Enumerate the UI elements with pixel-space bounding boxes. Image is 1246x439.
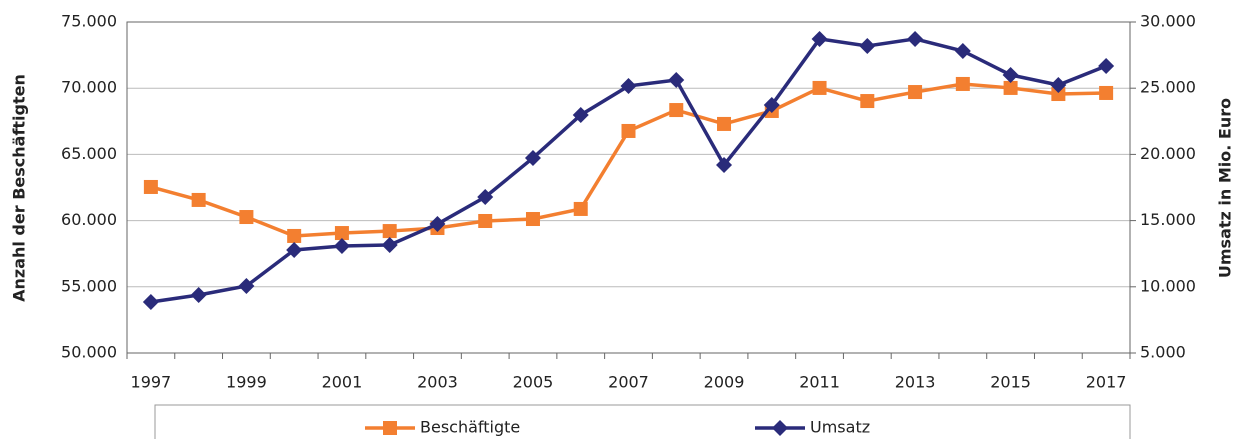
- y-tick-label: 70.000: [61, 78, 117, 97]
- data-point: [668, 71, 685, 88]
- y-axis-label: Anzahl der Beschäftigten: [10, 74, 29, 302]
- x-tick-label: 2001: [322, 373, 363, 392]
- data-point: [1098, 57, 1115, 74]
- data-point: [334, 226, 349, 241]
- y2-tick-label: 30.000: [1140, 12, 1196, 31]
- data-point: [955, 76, 970, 91]
- y-tick-label: 75.000: [61, 12, 117, 31]
- data-point: [908, 85, 923, 100]
- data-point: [525, 212, 540, 227]
- data-point: [1003, 80, 1018, 95]
- y-tick-label: 60.000: [61, 210, 117, 229]
- y2-tick-label: 10.000: [1140, 276, 1196, 295]
- legend-box: [154, 404, 1131, 439]
- series-line: [150, 82, 1107, 238]
- data-point: [239, 210, 254, 225]
- x-tick-label: 2003: [417, 373, 458, 392]
- data-point: [1002, 66, 1019, 83]
- y-tick-label: 65.000: [61, 144, 117, 163]
- data-point: [238, 278, 255, 295]
- data-point: [1051, 87, 1066, 102]
- data-point: [287, 228, 302, 243]
- data-point: [812, 80, 827, 95]
- y2-tick-label: 5.000: [1140, 343, 1186, 362]
- x-tick-label: 2009: [704, 373, 745, 392]
- data-point: [286, 241, 303, 258]
- data-point: [573, 201, 588, 216]
- data-point: [524, 149, 541, 166]
- data-point: [333, 238, 350, 255]
- data-point: [669, 103, 684, 118]
- y2-tick-label: 20.000: [1140, 144, 1196, 163]
- x-tick-label: 1999: [226, 373, 267, 392]
- legend-marker: [383, 421, 397, 435]
- data-point: [907, 30, 924, 47]
- data-point: [191, 192, 206, 207]
- legend-marker: [772, 420, 788, 436]
- data-point: [478, 213, 493, 228]
- data-point: [717, 116, 732, 131]
- plot-frame: [126, 21, 1131, 354]
- data-point: [190, 287, 207, 304]
- data-point: [477, 189, 494, 206]
- x-tick-label: 2007: [608, 373, 649, 392]
- data-point: [621, 123, 636, 138]
- legend-label: Beschäftigte: [420, 418, 520, 437]
- y-tick-label: 50.000: [61, 343, 117, 362]
- x-tick-label: 2013: [895, 373, 936, 392]
- x-tick-label: 2005: [513, 373, 554, 392]
- x-tick-label: 2011: [799, 373, 840, 392]
- data-point: [620, 77, 637, 94]
- data-point: [1099, 85, 1114, 100]
- data-point: [954, 42, 971, 59]
- x-tick-label: 2015: [990, 373, 1031, 392]
- y-tick-label: 55.000: [61, 276, 117, 295]
- y2-tick-label: 15.000: [1140, 210, 1196, 229]
- x-tick-label: 2017: [1086, 373, 1127, 392]
- data-point: [763, 97, 780, 114]
- data-point: [143, 179, 158, 194]
- data-point: [1050, 77, 1067, 94]
- data-point: [381, 236, 398, 253]
- data-point: [572, 106, 589, 123]
- legend-label: Umsatz: [810, 418, 870, 437]
- data-point: [811, 30, 828, 47]
- x-tick-label: 1997: [131, 373, 172, 392]
- data-point: [429, 216, 446, 233]
- y2-axis-label: Umsatz in Mio. Euro: [1216, 98, 1235, 278]
- data-point: [860, 94, 875, 109]
- data-point: [859, 37, 876, 54]
- data-point: [382, 224, 397, 239]
- data-point: [142, 294, 159, 311]
- data-point: [716, 156, 733, 173]
- y2-tick-label: 25.000: [1140, 78, 1196, 97]
